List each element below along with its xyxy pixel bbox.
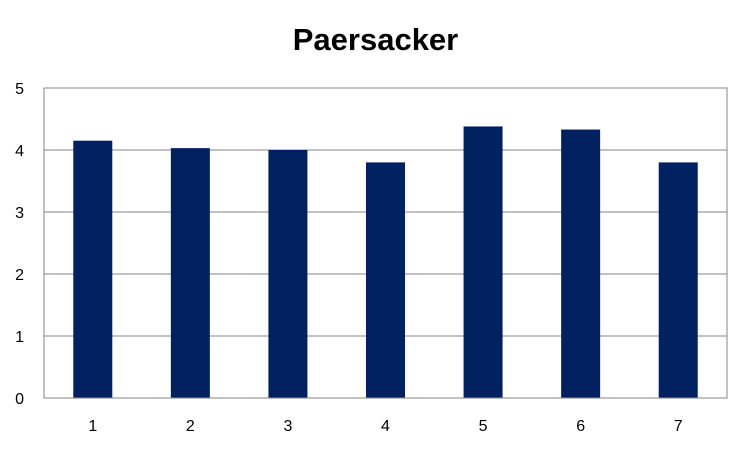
chart-title: Paersacker bbox=[292, 22, 459, 57]
y-tick-label-2: 2 bbox=[15, 267, 24, 284]
x-tick-label-5: 5 bbox=[479, 418, 488, 435]
bars bbox=[73, 126, 698, 399]
y-tick-label-3: 3 bbox=[15, 205, 24, 222]
x-tick-label-7: 7 bbox=[674, 418, 683, 435]
x-tick-label-6: 6 bbox=[576, 418, 585, 435]
x-tick-label-3: 3 bbox=[283, 418, 292, 435]
x-tick-label-4: 4 bbox=[381, 418, 390, 435]
y-tick-label-4: 4 bbox=[15, 143, 24, 160]
axes bbox=[43, 87, 728, 399]
bar-6 bbox=[561, 129, 601, 399]
bar-3 bbox=[268, 150, 308, 398]
bar-5 bbox=[463, 126, 503, 398]
bar-4 bbox=[366, 162, 405, 398]
bar-1 bbox=[73, 140, 113, 398]
y-tick-label-0: 0 bbox=[15, 391, 24, 408]
x-tick-label-2: 2 bbox=[186, 418, 195, 435]
bar-2 bbox=[170, 148, 210, 398]
y-tick-labels: 0 1 2 3 4 5 bbox=[15, 81, 24, 408]
x-tick-labels: 1 2 3 4 5 6 7 bbox=[88, 418, 682, 435]
y-tick-label-5: 5 bbox=[15, 81, 24, 98]
x-tick-label-1: 1 bbox=[88, 418, 97, 435]
y-tick-label-1: 1 bbox=[15, 329, 24, 346]
bar-7 bbox=[658, 162, 698, 398]
